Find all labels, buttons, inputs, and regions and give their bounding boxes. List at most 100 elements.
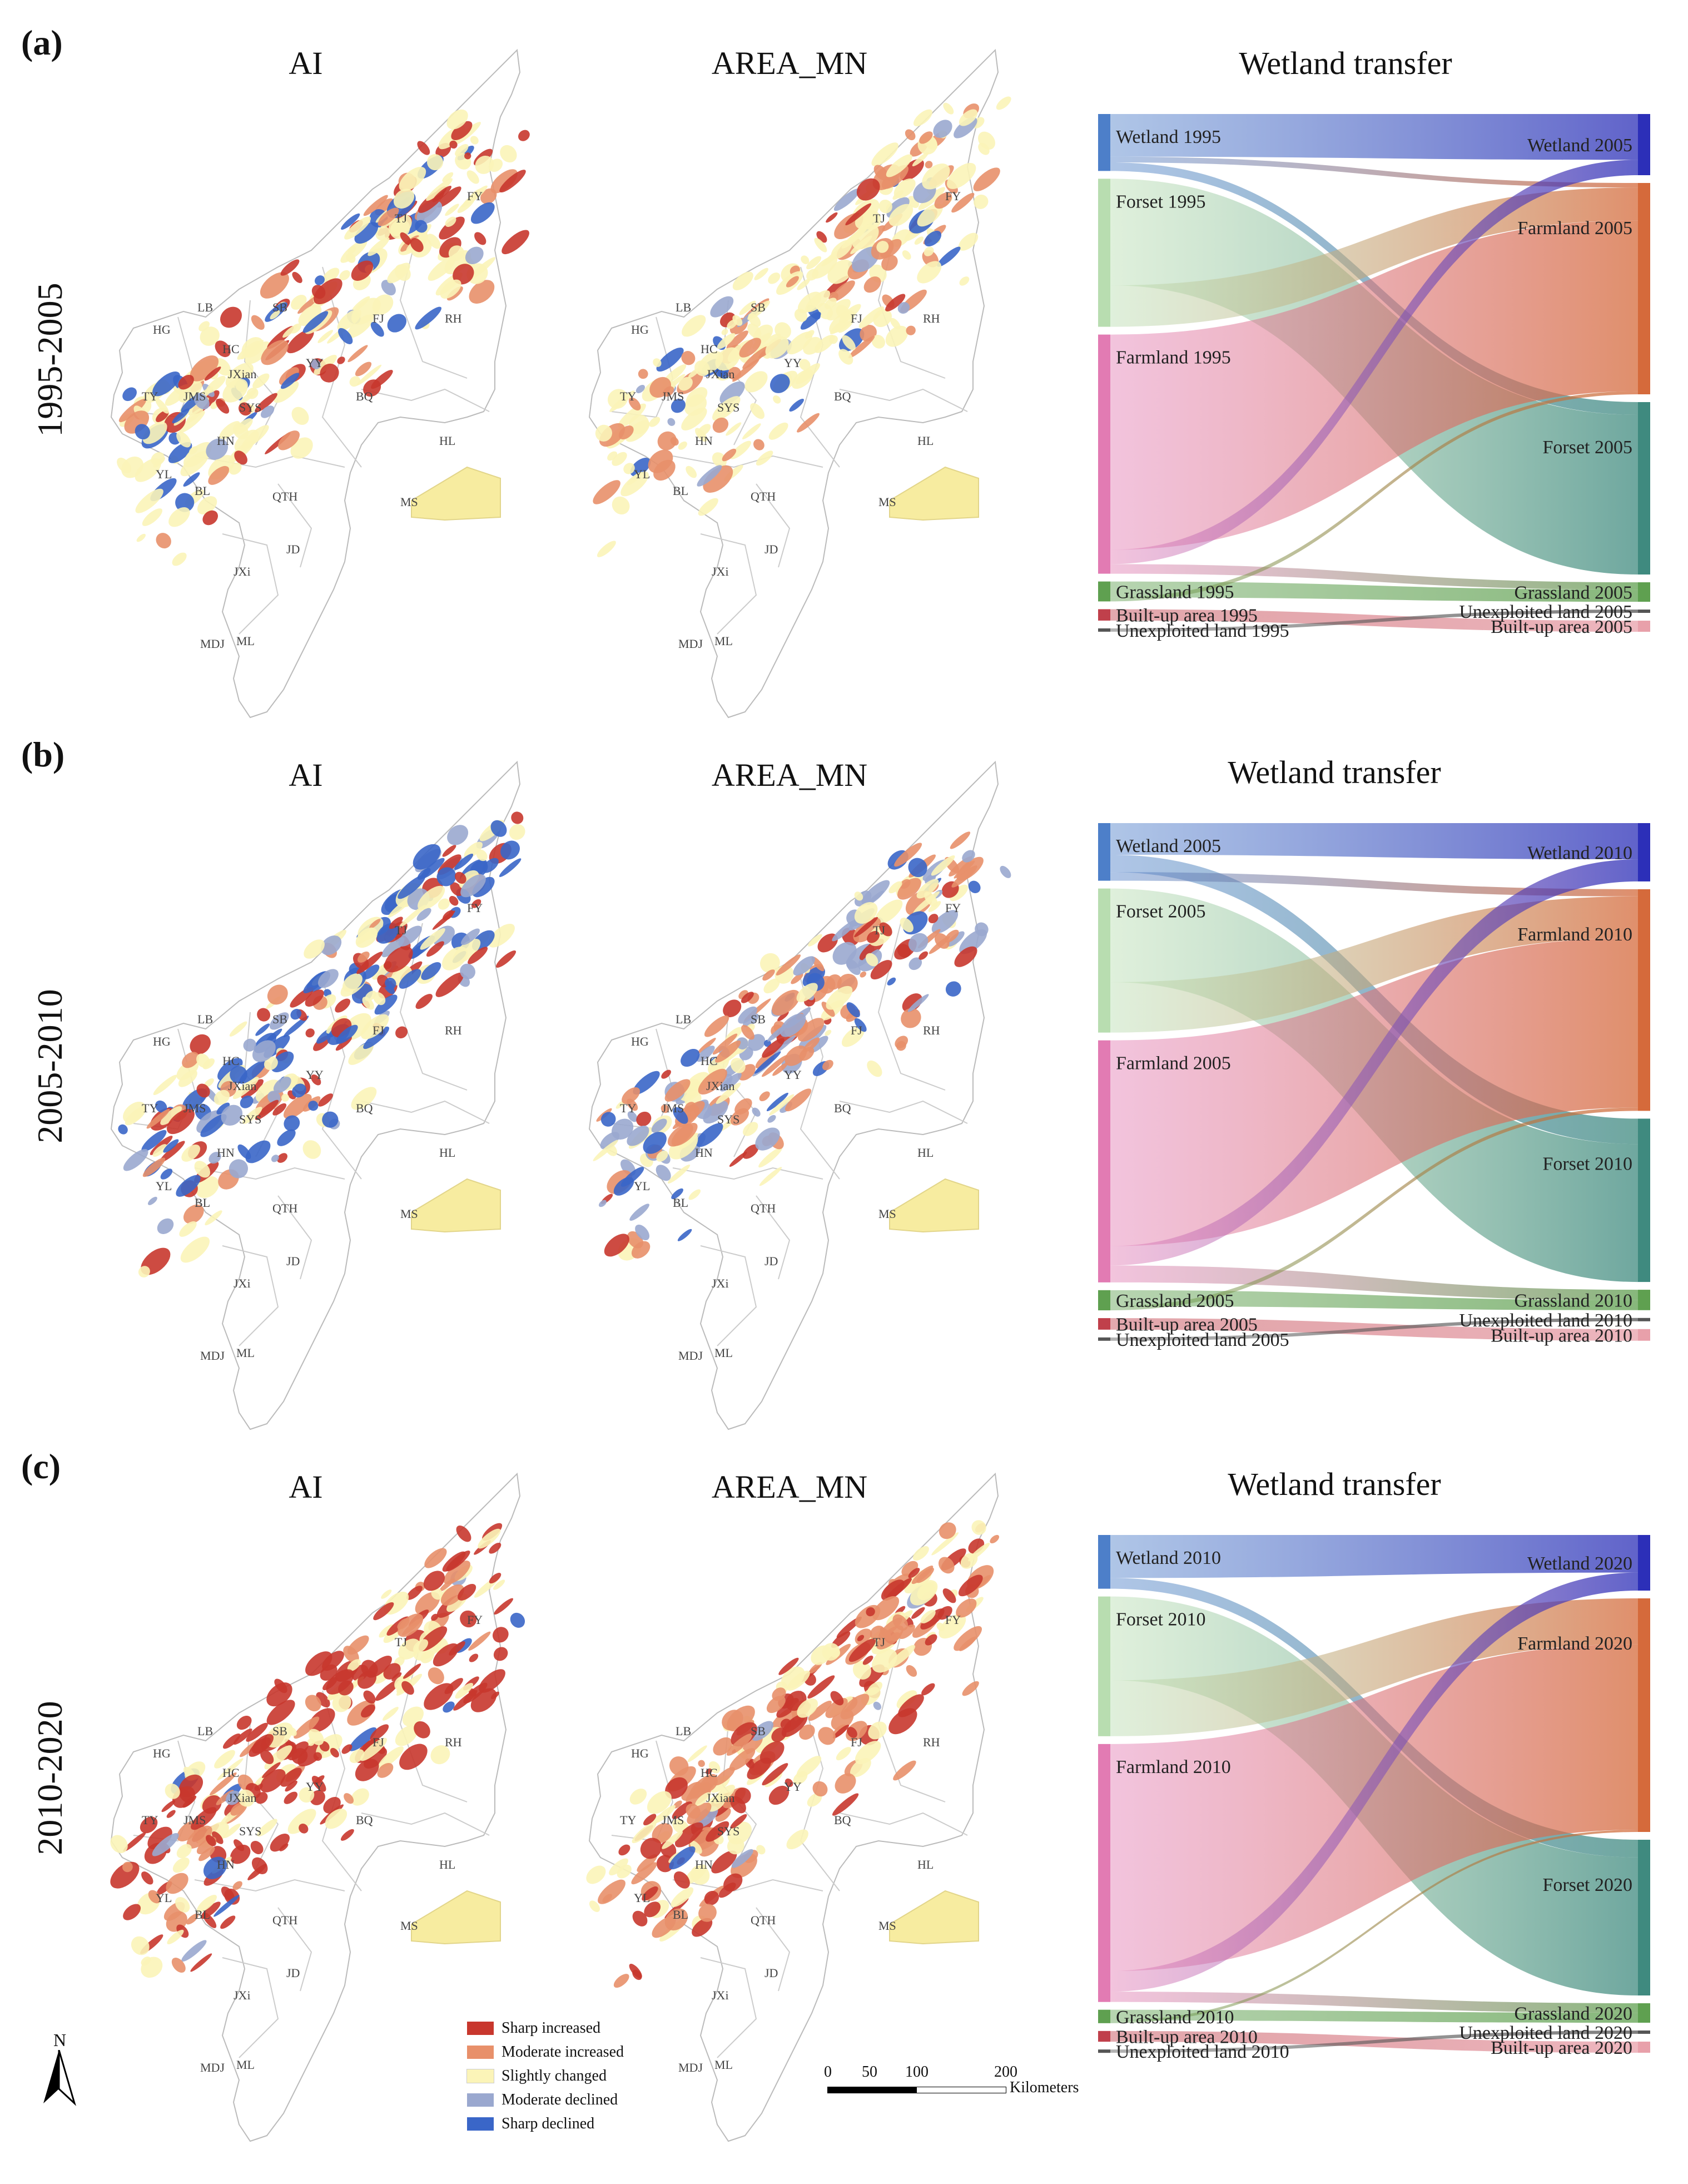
sankey-node-right bbox=[1638, 621, 1650, 632]
sankey-flow bbox=[1110, 938, 1638, 1246]
sankey-flow bbox=[1110, 187, 1638, 327]
sankey-left-label: Built-up area 2005 bbox=[1116, 1314, 1258, 1335]
sankey-right-label: Built-up area 2010 bbox=[1491, 1325, 1632, 1346]
sankey-title-a: Wetland transfer bbox=[1239, 45, 1452, 81]
sankey-left-label: Farmland 2010 bbox=[1116, 1757, 1231, 1777]
sankey-right-label: Wetland 2010 bbox=[1527, 843, 1632, 863]
sankey-right-label: Farmland 2010 bbox=[1517, 924, 1632, 945]
sankey-node-left bbox=[1098, 823, 1110, 881]
sankey-node-left bbox=[1098, 1596, 1110, 1736]
sankey-left-label: Forset 2010 bbox=[1116, 1609, 1206, 1630]
sankey-left-label: Built-up area 1995 bbox=[1116, 606, 1258, 626]
scale-tick-0: 0 bbox=[824, 2063, 832, 2081]
sankey-right-label: Unexploited land 2005 bbox=[1459, 602, 1632, 622]
sankey-node-right bbox=[1638, 1329, 1650, 1341]
legend-item: Slightly changed bbox=[466, 2064, 624, 2088]
sankey-node-right bbox=[1638, 889, 1650, 1111]
sankey-node-left bbox=[1098, 2009, 1110, 2023]
sankey-title-b: Wetland transfer bbox=[1228, 754, 1441, 790]
sankey-node-right bbox=[1638, 1118, 1650, 1282]
sankey-node-left bbox=[1098, 1318, 1110, 1330]
sankey-title-c: Wetland transfer bbox=[1228, 1466, 1441, 1502]
sankey-flow bbox=[1110, 1992, 1638, 2013]
sankey-node-right bbox=[1638, 823, 1650, 881]
sankey-left-label: Forset 1995 bbox=[1116, 191, 1206, 212]
legend-label: Moderate declined bbox=[502, 2091, 618, 2108]
legend-swatch bbox=[467, 2021, 494, 2035]
scale-tick-50: 50 bbox=[862, 2063, 877, 2081]
sankey-right-label: Unexploited land 2020 bbox=[1459, 2023, 1632, 2043]
panel-label-a: (a) bbox=[21, 23, 63, 62]
sankey-right-label: Unexploited land 2010 bbox=[1459, 1310, 1632, 1331]
legend-swatch bbox=[467, 2045, 494, 2059]
sankey-left-label: Farmland 2005 bbox=[1116, 1053, 1231, 1074]
sankey-right-label: Wetland 2020 bbox=[1527, 1553, 1632, 1574]
scale-tick-200: 200 bbox=[994, 2063, 1017, 2081]
sankey-left-label: Grassland 1995 bbox=[1116, 582, 1234, 602]
sankey-left-label: Unexploited land 2010 bbox=[1116, 2042, 1289, 2062]
sankey-flow bbox=[1110, 1107, 1638, 1311]
sankey-left-label: Wetland 1995 bbox=[1116, 127, 1221, 147]
sankey-flow bbox=[1110, 1830, 1638, 2023]
sankey-node-right bbox=[1638, 582, 1650, 602]
sankey-right-label: Built-up area 2020 bbox=[1491, 2038, 1632, 2058]
scale-bar-white bbox=[916, 2087, 1006, 2093]
sankey-node-right bbox=[1638, 183, 1650, 394]
panel-label-c: (c) bbox=[21, 1447, 61, 1486]
sankey-right-label: Forset 2010 bbox=[1543, 1153, 1633, 1174]
north-arrow: N bbox=[40, 2030, 85, 2108]
sankey-right-label: Wetland 2005 bbox=[1527, 135, 1632, 156]
sankey-left-label: Forset 2005 bbox=[1116, 902, 1206, 922]
sankey-flow bbox=[1110, 1318, 1638, 1341]
sankey-left-label: Grassland 2005 bbox=[1116, 1291, 1234, 1311]
sankey-flow bbox=[1110, 1535, 1638, 1578]
sankey-node-right bbox=[1638, 114, 1650, 175]
sankey-flow bbox=[1110, 156, 1638, 188]
scale-bar: 0 50 100 200 Kilometers bbox=[824, 2063, 1094, 2119]
sankey-node-right bbox=[1638, 2031, 1650, 2034]
sankey-flow bbox=[1110, 823, 1638, 860]
sankey-node-left bbox=[1098, 1744, 1110, 2002]
sankey-node-left bbox=[1098, 1337, 1110, 1341]
sankey-flow bbox=[1110, 1290, 1638, 1310]
legend-item: Sharp increased bbox=[467, 2016, 624, 2040]
sankey-flow bbox=[1110, 564, 1638, 590]
sankey-node-right bbox=[1638, 2003, 1650, 2023]
sankey-node-left bbox=[1098, 2031, 1110, 2042]
sankey-flow bbox=[1110, 581, 1638, 602]
sankey-diagram: Wetland 2005 Forset 2005 Farmland 2005 Gras… bbox=[1098, 823, 1650, 1350]
scale-tick-100: 100 bbox=[905, 2063, 929, 2081]
north-arrow-icon bbox=[43, 2050, 76, 2106]
sankey-flow bbox=[1110, 160, 1638, 564]
sankey-node-left bbox=[1098, 888, 1110, 1033]
legend-item: Sharp declined bbox=[467, 2112, 624, 2136]
scale-unit: Kilometers bbox=[1010, 2079, 1079, 2096]
sankey-node-left bbox=[1098, 1040, 1110, 1282]
sankey-left-label: Built-up area 2010 bbox=[1116, 2027, 1258, 2048]
sankey-left-label: Farmland 1995 bbox=[1116, 348, 1231, 368]
sankey-flow bbox=[1110, 1572, 1638, 1992]
sankey-flow bbox=[1110, 1265, 1638, 1300]
sankey-right-label: Grassland 2010 bbox=[1515, 1290, 1632, 1311]
sankey-left-label: Wetland 2005 bbox=[1116, 836, 1221, 856]
sankey-node-right bbox=[1638, 1598, 1650, 1832]
sankey-right-label: Farmland 2020 bbox=[1517, 1633, 1632, 1654]
scale-bar-black bbox=[827, 2087, 916, 2093]
sankey-node-left bbox=[1098, 609, 1110, 621]
legend-swatch bbox=[467, 2117, 494, 2131]
sankey-flow bbox=[1110, 2009, 1638, 2023]
legend-label: Moderate increased bbox=[502, 2043, 624, 2061]
sankey-node-left bbox=[1098, 114, 1110, 171]
sankey-node-left bbox=[1098, 179, 1110, 327]
sankey-node-right bbox=[1638, 1318, 1650, 1321]
sankey-right-label: Grassland 2020 bbox=[1515, 2004, 1632, 2024]
sankey-node-left bbox=[1098, 1535, 1110, 1589]
legend-label: Sharp declined bbox=[502, 2114, 595, 2132]
sankey-node-right bbox=[1638, 610, 1650, 613]
sankey-flow bbox=[1110, 872, 1638, 897]
sankey-flow bbox=[1110, 610, 1638, 632]
sankey-flow bbox=[1110, 391, 1638, 602]
sankey-left-label: Wetland 2010 bbox=[1116, 1548, 1221, 1568]
change-legend: Sharp increased Moderate increased Sligh… bbox=[466, 2016, 624, 2136]
